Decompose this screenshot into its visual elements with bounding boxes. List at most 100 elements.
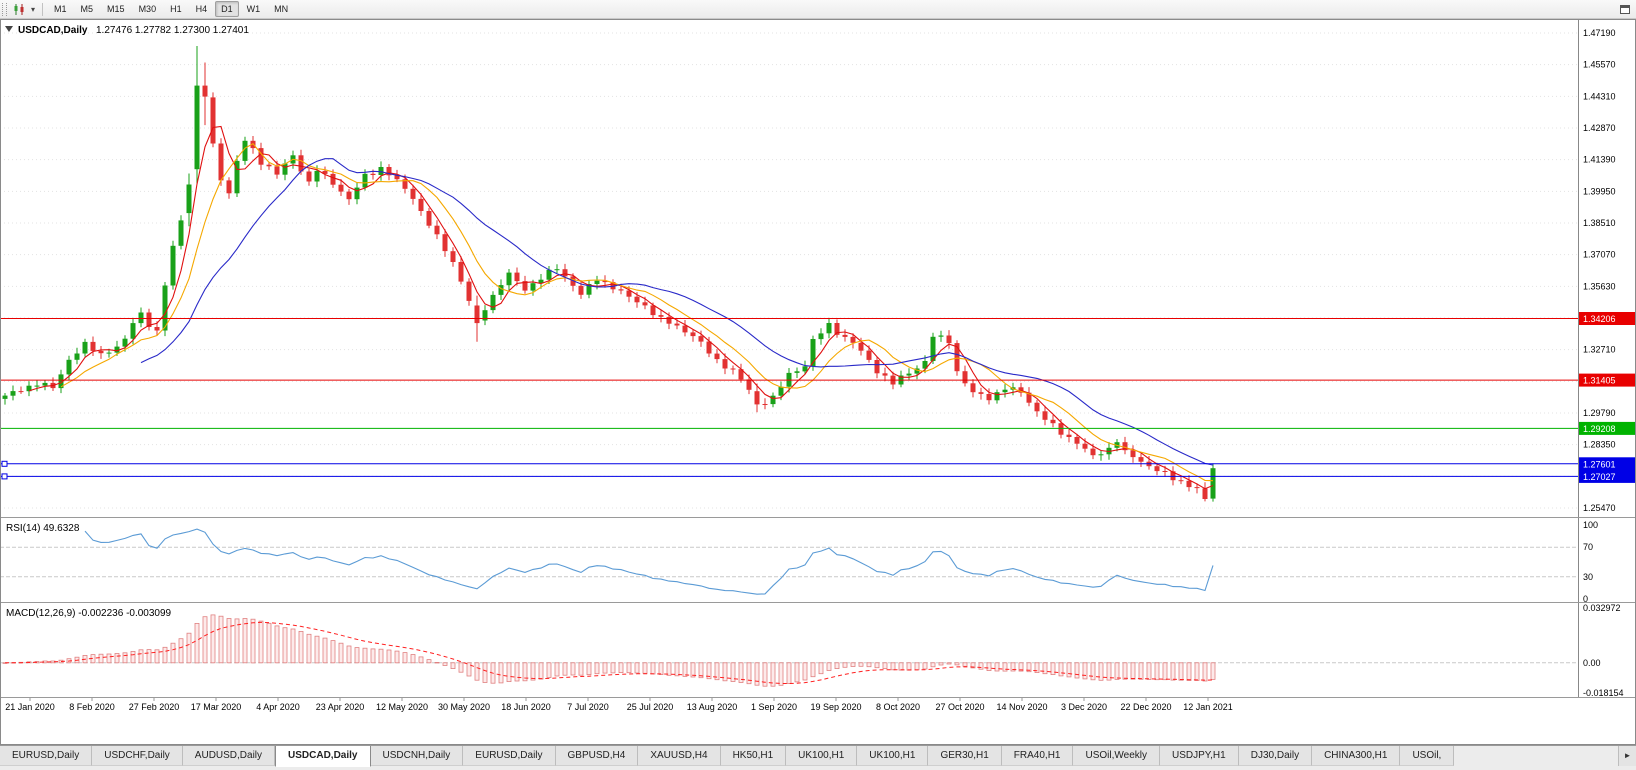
date-label: 1 Sep 2020	[751, 702, 797, 712]
svg-text:1.35630: 1.35630	[1583, 281, 1616, 291]
svg-text:1.34206: 1.34206	[1583, 314, 1616, 324]
macd-value-label: MACD(12,26,9) -0.002236 -0.003099	[6, 608, 172, 619]
date-axis[interactable]: 21 Jan 2020 8 Feb 2020 27 Feb 2020 17 Mar 2…	[0, 697, 1636, 713]
date-label: 8 Feb 2020	[69, 702, 115, 712]
price-scale[interactable]: 1.47190 1.45570 1.44310 1.42870 1.41390 1.399…	[1578, 19, 1636, 697]
chart-tab-audusd-daily[interactable]: AUDUSD,Daily	[182, 746, 276, 766]
period-button-d1[interactable]: D1	[215, 1, 239, 17]
period-button-h4[interactable]: H4	[195, 4, 208, 14]
price-badge	[1579, 373, 1635, 387]
svg-text:1.37070: 1.37070	[1583, 250, 1616, 260]
svg-text:-0.018154: -0.018154	[1583, 688, 1624, 698]
periodicity-toolbar: ▾ M1 M5 M15 M30 H1 H4 D1 W1 MN	[0, 0, 1636, 19]
rsi-pane: 100 70 30 0 RSI(14) 49.6328	[0, 517, 1636, 604]
date-label: 8 Oct 2020	[876, 702, 920, 712]
svg-text:100: 100	[1583, 520, 1598, 530]
svg-text:1.47190: 1.47190	[1583, 28, 1616, 38]
svg-text:0.00: 0.00	[1583, 658, 1601, 668]
hline-layer	[0, 318, 1578, 480]
rsi-line	[84, 528, 1214, 595]
period-button-mn[interactable]: MN	[274, 4, 289, 14]
svg-text:1.29790: 1.29790	[1583, 408, 1616, 418]
price-badge	[1579, 421, 1635, 435]
ohlc-readout: 1.27476 1.27782 1.27300 1.27401	[96, 25, 249, 36]
chart-tab-bar: EURUSD,Daily USDCHF,Daily AUDUSD,Daily USDC…	[0, 745, 1636, 770]
svg-text:1.32710: 1.32710	[1583, 345, 1616, 355]
date-label: 30 May 2020	[438, 702, 490, 712]
svg-text:1.25470: 1.25470	[1583, 503, 1616, 513]
chart-tab-uk100-h1[interactable]: UK100,H1	[857, 746, 929, 766]
date-label: 7 Jul 2020	[567, 702, 609, 712]
chart-tab-uk100-h1[interactable]: UK100,H1	[786, 746, 858, 766]
ma-layer	[28, 125, 1214, 490]
svg-text:1.29208: 1.29208	[1583, 424, 1616, 434]
period-button-h1[interactable]: H1	[170, 4, 182, 14]
tab-scroll-right-button[interactable]: ►	[1618, 746, 1636, 766]
macd-signal-line	[5, 621, 1214, 684]
chart-tab-usdchf-daily[interactable]: USDCHF,Daily	[92, 746, 183, 766]
chart-tab-dj30-daily[interactable]: DJ30,Daily	[1238, 746, 1313, 766]
svg-text:1.31405: 1.31405	[1583, 376, 1616, 386]
svg-text:1.27601: 1.27601	[1583, 459, 1616, 469]
date-label: 12 Jan 2021	[1183, 702, 1233, 712]
toolbar-grip[interactable]	[2, 2, 7, 16]
candlestick-chart-icon[interactable]	[10, 1, 28, 17]
period-buttons-group: M1 M5 M15 M30 H1 H4 D1 W1 MN	[47, 1, 295, 17]
date-label: 18 Jun 2020	[501, 702, 551, 712]
period-button-m1[interactable]: M1	[54, 4, 67, 14]
svg-text:1.38510: 1.38510	[1583, 218, 1616, 228]
symbol-period-label: USDCAD,Daily	[18, 25, 88, 36]
svg-text:1.45570: 1.45570	[1583, 60, 1616, 70]
period-button-m5[interactable]: M5	[80, 4, 94, 14]
chart-tab-eurusd-daily[interactable]: EURUSD,Daily	[463, 746, 556, 766]
svg-text:0: 0	[1583, 594, 1588, 604]
svg-text:0.032972: 0.032972	[1583, 603, 1621, 613]
one-click-trading-icon[interactable]	[5, 26, 13, 32]
chart-tab-xauusd-h4[interactable]: XAUUSD,H4	[638, 746, 721, 766]
chart-tab-china300-h1[interactable]: CHINA300,H1	[1312, 746, 1401, 766]
restore-window-icon[interactable]	[1620, 4, 1630, 14]
chart-type-dropdown-icon[interactable]: ▾	[31, 4, 36, 14]
ma-line-medium	[60, 142, 1214, 482]
period-button-m30[interactable]: M30	[138, 4, 157, 14]
chart-tab-usdcad-daily[interactable]: USDCAD,Daily	[275, 746, 371, 767]
chart-tab-hk50-h1[interactable]: HK50,H1	[720, 746, 787, 766]
date-label: 17 Mar 2020	[191, 702, 242, 712]
chart-tab-usdcnh-daily[interactable]: USDCNH,Daily	[370, 746, 464, 766]
chart-tab-usoil[interactable]: USOil,	[1400, 746, 1455, 766]
date-label: 14 Nov 2020	[996, 702, 1047, 712]
hline-selection-handle[interactable]	[1, 473, 8, 480]
svg-text:1.28350: 1.28350	[1583, 440, 1616, 450]
date-label: 27 Feb 2020	[129, 702, 180, 712]
chart-canvas[interactable]: 1.47190 1.45570 1.44310 1.42870 1.41390 1.399…	[0, 19, 1636, 745]
date-label: 12 May 2020	[376, 702, 428, 712]
svg-text:30: 30	[1583, 572, 1593, 582]
date-label: 21 Jan 2020	[5, 702, 55, 712]
candlestick-glyph	[14, 3, 24, 15]
date-label: 22 Dec 2020	[1120, 702, 1171, 712]
price-badge	[1579, 312, 1635, 325]
price-badge	[1579, 469, 1635, 483]
svg-text:1.42870: 1.42870	[1583, 123, 1616, 133]
svg-text:1.41390: 1.41390	[1583, 155, 1616, 165]
chart-tab-usdjpy-h1[interactable]: USDJPY,H1	[1159, 746, 1239, 766]
date-label: 25 Jul 2020	[627, 702, 674, 712]
date-label: 19 Sep 2020	[810, 702, 861, 712]
toolbar-right-group	[1620, 4, 1630, 14]
period-button-m15[interactable]: M15	[107, 4, 125, 14]
date-label: 13 Aug 2020	[687, 702, 738, 712]
ma-line-slow	[140, 158, 1214, 466]
hline-selection-handle[interactable]	[1, 460, 8, 467]
date-label: 27 Oct 2020	[935, 702, 984, 712]
chart-title: USDCAD,Daily 1.27476 1.27782 1.27300 1.27…	[5, 25, 249, 36]
svg-text:1.39950: 1.39950	[1583, 186, 1616, 196]
chart-tab-ger30-h1[interactable]: GER30,H1	[928, 746, 1002, 766]
period-button-w1[interactable]: W1	[246, 4, 261, 14]
chart-tab-gbpusd-h4[interactable]: GBPUSD,H4	[555, 746, 639, 766]
chart-tab-usoil-weekly[interactable]: USOil,Weekly	[1073, 746, 1160, 766]
chart-tab-fra40-h1[interactable]: FRA40,H1	[1001, 746, 1074, 766]
chart-tab-eurusd-daily[interactable]: EURUSD,Daily	[0, 746, 93, 766]
svg-text:1.44310: 1.44310	[1583, 91, 1616, 101]
svg-text:1.27027: 1.27027	[1583, 472, 1616, 482]
macd-histogram	[2, 614, 1216, 687]
